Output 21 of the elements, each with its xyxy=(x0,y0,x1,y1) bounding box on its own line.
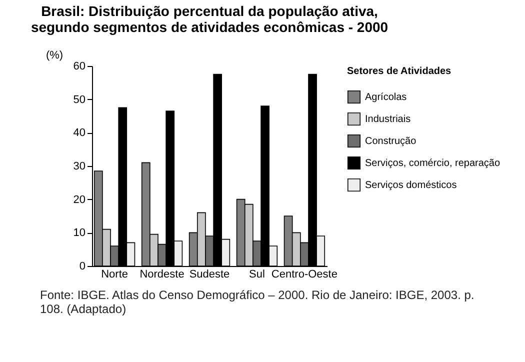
y-tick-label: 10 xyxy=(73,227,86,240)
legend-label: Serviços, comércio, reparação xyxy=(365,158,500,169)
y-tick-label: 20 xyxy=(73,194,86,206)
legend-label: Agrícolas xyxy=(365,92,407,103)
y-tick-label: 0 xyxy=(79,260,86,272)
source-note: Fonte: IBGE. Atlas do Censo Demográfico – 2000. Rio de Janeiro: IBGE, 2003. p. 108. (Adaptado) xyxy=(40,288,476,316)
x-tick-label: Norte xyxy=(101,268,128,280)
y-tick-label: 30 xyxy=(73,160,86,172)
chart-title: Brasil: Distribuição percentual da população ativa, segundo segmentos de atividades econômicas - 2000 xyxy=(30,3,388,35)
legend-title: Setores de Atividades xyxy=(347,66,452,77)
x-tick-label: Sul xyxy=(249,268,265,280)
y-tick-label: 60 xyxy=(73,60,86,72)
x-tick-label: Sudeste xyxy=(189,268,230,280)
x-tick-label: Centro-Oeste xyxy=(271,268,338,280)
y-axis-title: (%) xyxy=(46,50,64,62)
y-tick-label: 50 xyxy=(73,94,86,106)
legend-label: Construção xyxy=(365,136,417,147)
y-tick-label: 40 xyxy=(73,127,86,140)
x-tick-label: Nordeste xyxy=(140,268,184,280)
legend-label: Industriais xyxy=(365,114,411,125)
legend-label: Serviços domésticos xyxy=(365,180,457,191)
